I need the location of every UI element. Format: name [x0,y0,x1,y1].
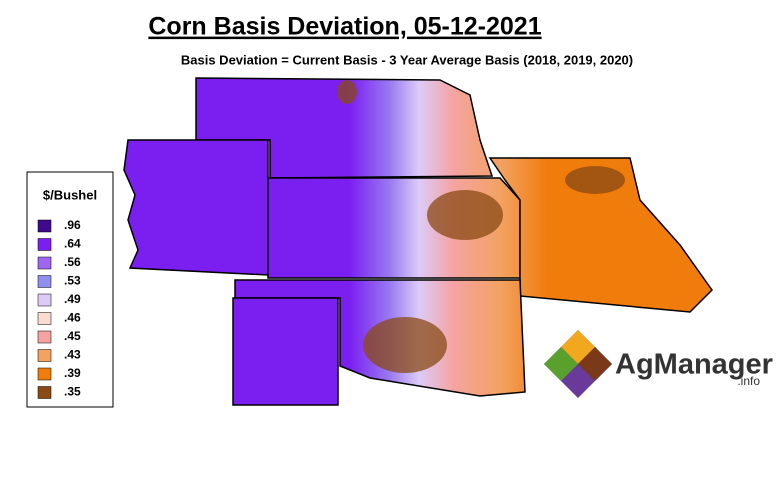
title: Corn Basis Deviation, 05-12-2021 [148,13,541,41]
brown-area [363,317,447,373]
brown-area [427,190,503,240]
legend-title: $/Bushel [43,187,97,202]
brown-area [337,80,357,104]
legend-label: .39 [64,366,81,380]
legend-swatch [37,312,52,325]
legend-swatch [37,275,52,288]
brown-area [565,166,625,194]
colorado [123,139,269,276]
logo-icon [578,347,612,381]
legend-label: .56 [64,255,81,269]
brown-areas [337,80,625,373]
legend-swatch [37,330,52,344]
legend-label: .96 [64,218,81,232]
legend-label: .35 [64,385,81,399]
legend-swatch [37,238,52,251]
logo-icon [544,347,578,381]
legend-label: .45 [64,329,81,343]
legend-swatch [37,256,52,270]
legend-swatch [37,293,52,307]
logo-name: AgManager [615,349,773,381]
legend-label: .53 [64,274,81,288]
logo-suffix: .info [737,374,760,388]
subtitle: Basis Deviation = Current Basis - 3 Year… [181,52,633,67]
logo: AgManager .info [544,330,773,398]
legend-swatch [37,219,52,233]
texas-panhandle [232,297,339,406]
missouri [488,157,713,313]
legend-label: .43 [64,348,81,362]
legend-label: .46 [64,311,81,325]
legend-label: .64 [64,237,81,251]
legend-swatch [37,386,52,399]
legend-swatch [37,349,52,362]
legend-swatch [37,367,52,381]
legend-label: .49 [64,292,81,306]
